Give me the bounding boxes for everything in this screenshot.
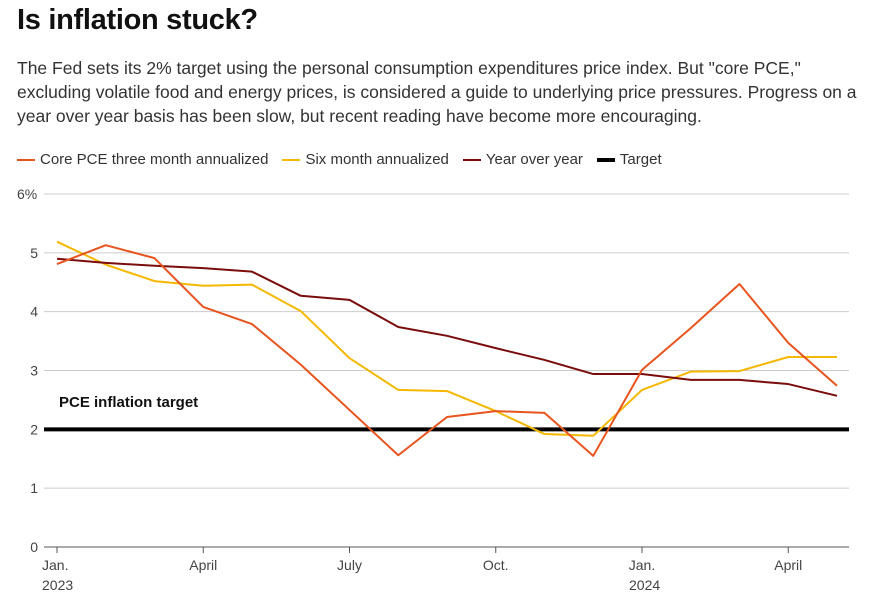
legend-swatch <box>596 157 615 162</box>
series-line-year-over-year <box>56 257 838 397</box>
legend: Core PCE three month annualized Six month… <box>17 151 662 168</box>
x-tick-year: 2024 <box>629 577 660 593</box>
x-tick-label: Oct. <box>483 557 509 573</box>
legend-swatch <box>17 158 35 161</box>
legend-item: Year over year <box>462 151 583 168</box>
legend-label: Core PCE three month annualized <box>40 151 269 168</box>
legend-label: Six month annualized <box>305 151 449 168</box>
legend-swatch <box>282 158 301 161</box>
y-tick-label: 0 <box>30 539 38 555</box>
legend-label: Target <box>619 151 662 168</box>
y-tick-label: 4 <box>30 304 38 320</box>
chart-subtitle: The Fed sets its 2% target using the per… <box>17 58 857 126</box>
legend-item: Core PCE three month annualized <box>17 151 268 168</box>
x-tick-label: July <box>337 557 362 573</box>
y-tick-label: 1 <box>30 480 38 496</box>
legend-swatch <box>462 158 481 161</box>
y-tick-label: 3 <box>30 363 38 379</box>
chart-title: Is inflation stuck? <box>17 4 258 36</box>
legend-item: Six month annualized <box>282 151 449 168</box>
legend-item: Target <box>596 151 662 168</box>
x-tick-label: April <box>774 557 802 573</box>
x-tick-label: Jan. <box>629 557 655 573</box>
series-line-core-pce-three-month-annualized <box>56 244 838 457</box>
x-tick-year: 2023 <box>42 577 73 593</box>
target-annotation: PCE inflation target <box>59 394 198 411</box>
y-tick-label: 6% <box>17 186 37 202</box>
y-tick-label: 2 <box>30 421 38 437</box>
x-tick-label: Jan. <box>42 557 68 573</box>
legend-label: Year over year <box>485 151 583 168</box>
y-tick-label: 5 <box>30 245 38 261</box>
x-tick-label: April <box>189 557 217 573</box>
